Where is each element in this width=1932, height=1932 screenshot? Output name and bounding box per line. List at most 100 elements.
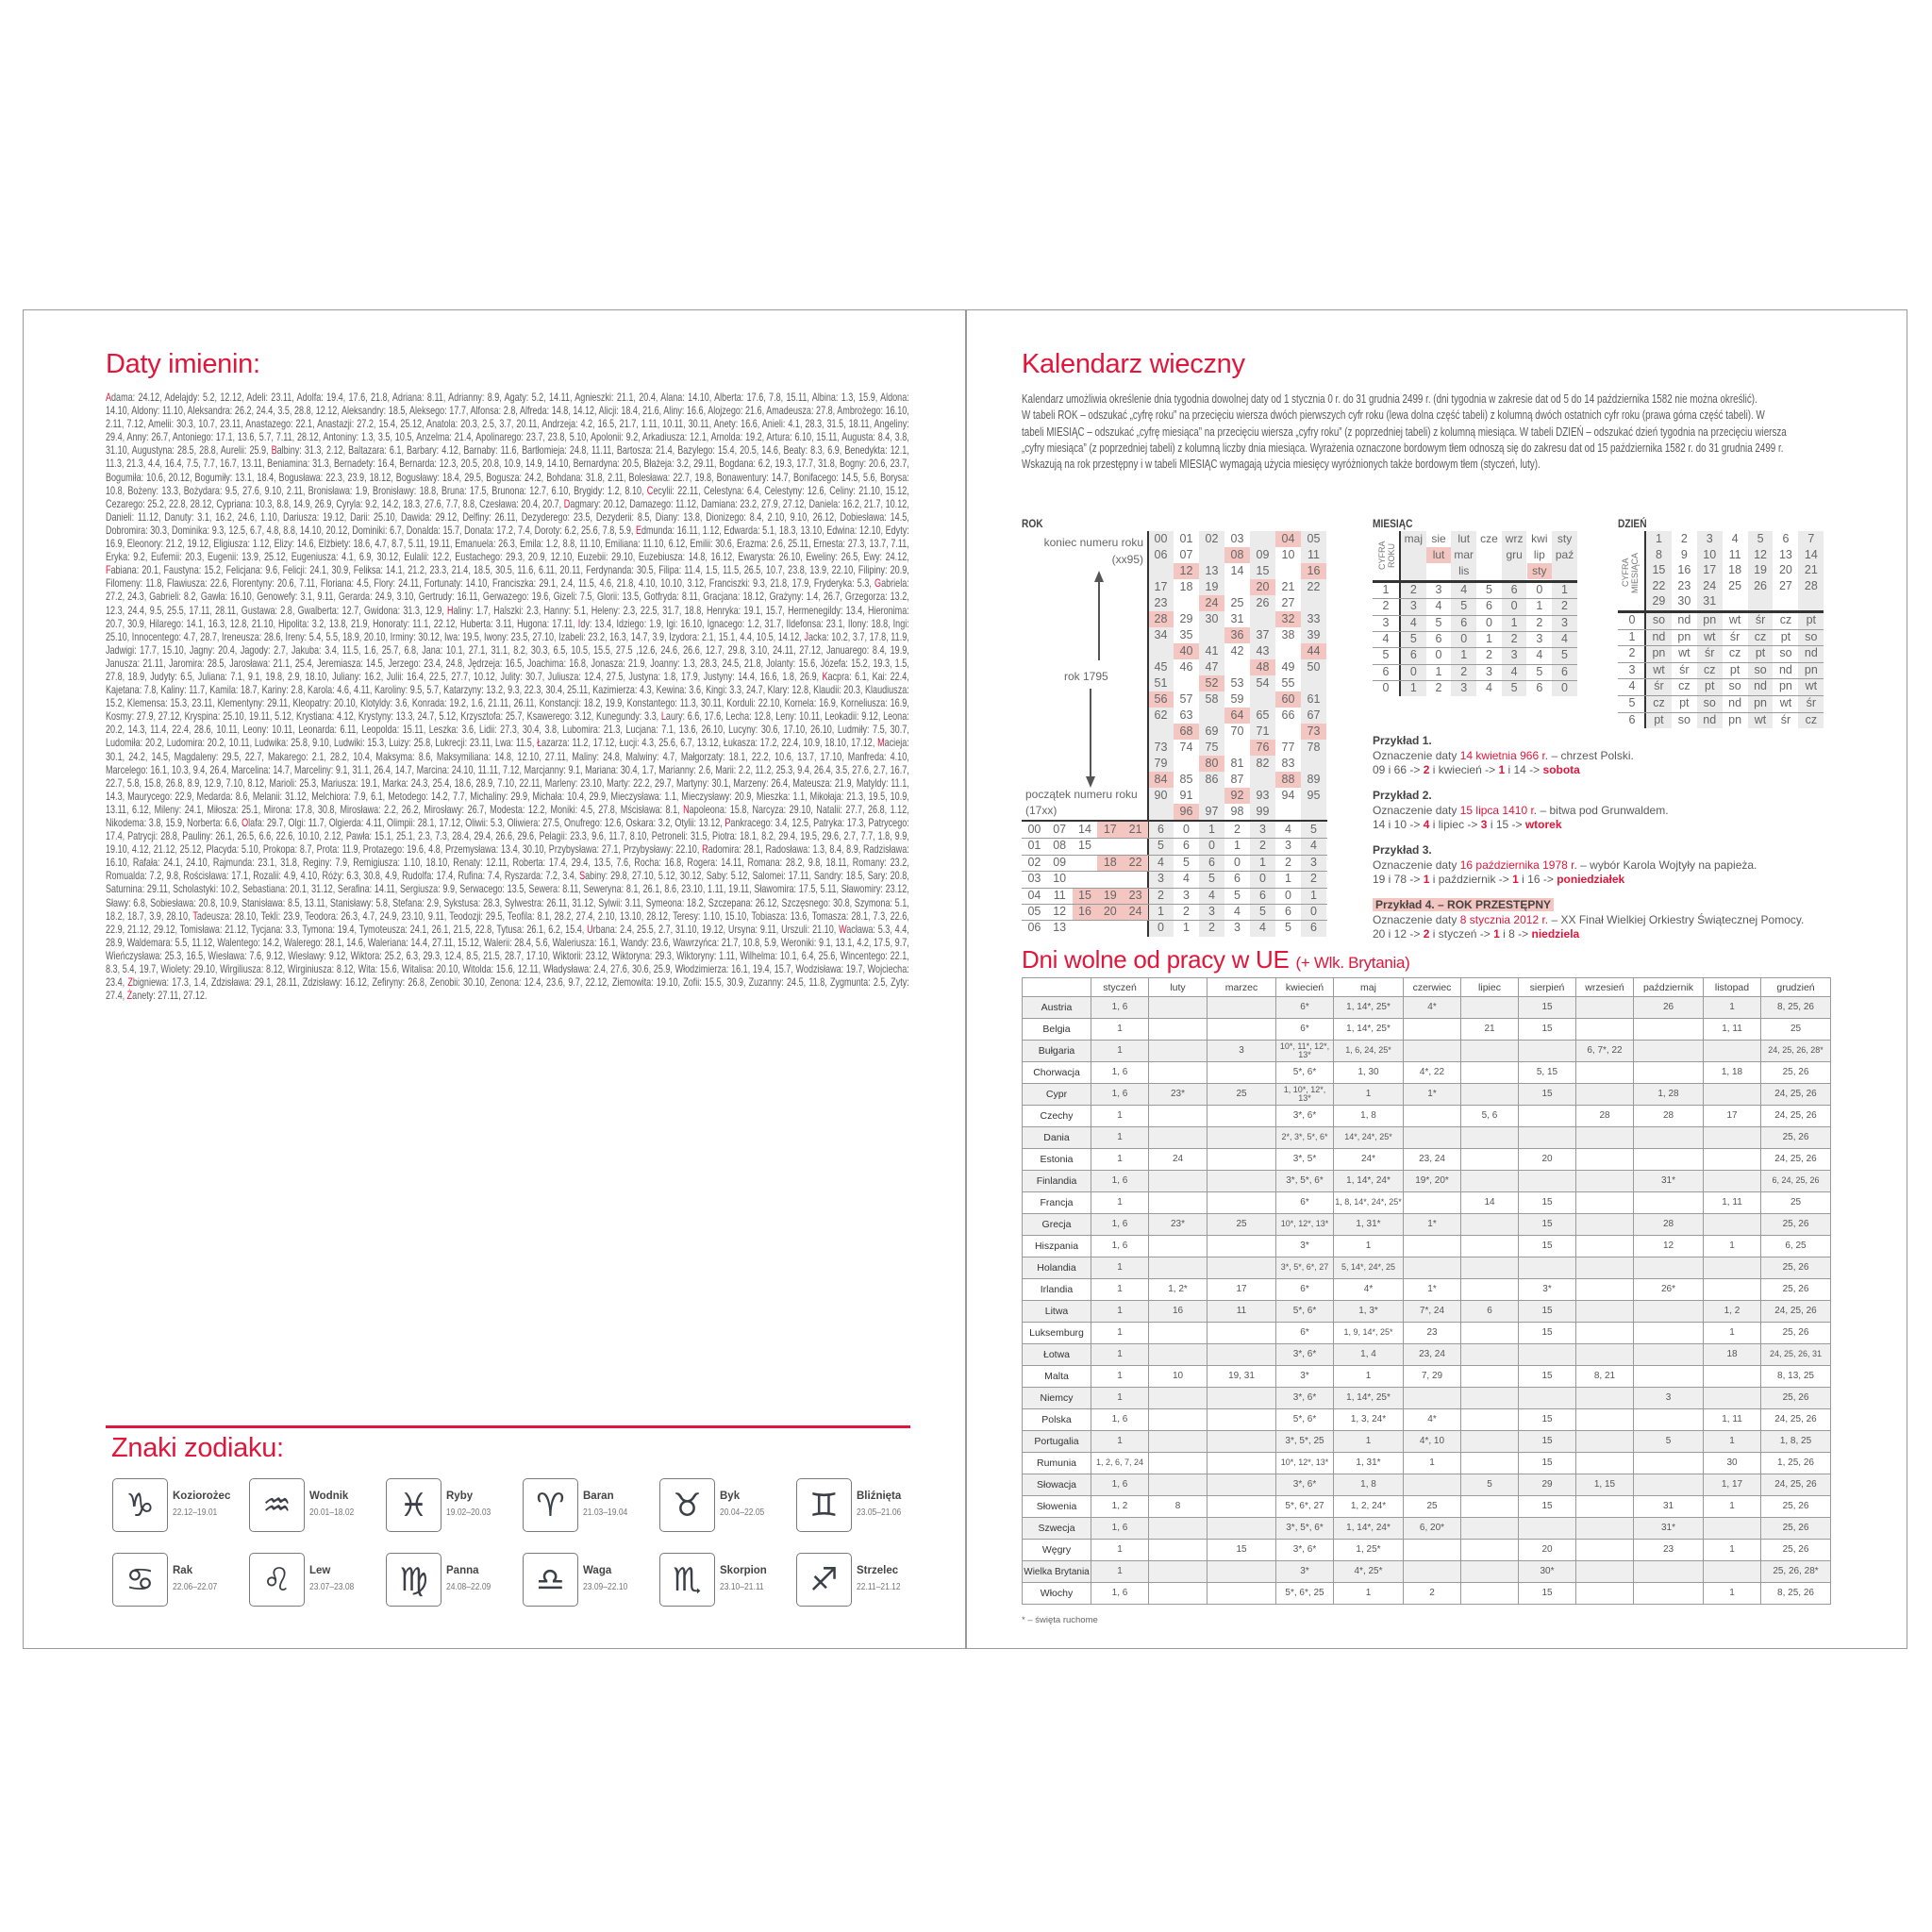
year-digit-cell: 4 <box>1285 823 1291 836</box>
holiday-dates: 1, 6, 24, 25* <box>1333 1040 1404 1062</box>
holiday-dates <box>1403 1018 1461 1041</box>
holiday-dates <box>1575 1170 1634 1192</box>
holiday-dates <box>1148 1408 1208 1431</box>
holiday-dates <box>1518 1170 1576 1192</box>
holiday-dates: 4* <box>1403 1408 1461 1431</box>
weekday-cell: so <box>1728 679 1741 693</box>
holiday-dates: 1, 11 <box>1703 1018 1761 1041</box>
country-name: Cypr <box>1022 1083 1091 1106</box>
country-name: Łotwa <box>1022 1343 1091 1366</box>
virgo-icon: ♍ <box>386 1553 441 1607</box>
holiday-dates: 1, 6 <box>1091 1061 1149 1084</box>
example-calculation: 14 i 10 -> 4 i lipiec -> 3 i 15 -> wtore… <box>1373 818 1825 833</box>
year-start-cell: 12 <box>1053 905 1067 918</box>
month-digit-cell: 6 <box>1409 648 1417 662</box>
year-digit-cell: 2 <box>1310 872 1317 886</box>
year-digit-cell: 0 <box>1158 921 1164 935</box>
holiday-dates: 26* <box>1633 1278 1704 1301</box>
row-rule <box>1618 695 1824 696</box>
month-digit-cell: 2 <box>1536 615 1543 629</box>
eu-holidays-table: styczeń luty marzec kwiecień maj czerwiec lipi… <box>1022 977 1831 1605</box>
holiday-dates <box>1633 1148 1704 1171</box>
row-rule <box>1022 838 1327 840</box>
month-digit-cell: 3 <box>1409 599 1417 613</box>
month-digit-cell: 2 <box>1561 599 1568 613</box>
year-end-cell <box>1199 627 1224 643</box>
holiday-dates: 15 <box>1518 1452 1576 1474</box>
letter-initial: Z <box>127 976 133 990</box>
holiday-dates <box>1575 1560 1634 1583</box>
holiday-dates: 1, 31* <box>1333 1452 1404 1474</box>
row-rule <box>1618 661 1824 663</box>
weekday-cell: wt <box>1779 696 1792 709</box>
holiday-dates: 3* <box>1518 1278 1576 1301</box>
holiday-dates: 30 <box>1703 1452 1761 1474</box>
name-days-group: abiana: 20.1, Faustyna: 15.2, Felicjana:… <box>106 564 909 591</box>
holiday-dates: 3*, 6* <box>1275 1105 1334 1127</box>
example-date: 14 kwietnia 966 r. <box>1459 748 1549 762</box>
column-band <box>1250 531 1275 937</box>
year-digit-cell: 4 <box>1208 888 1215 902</box>
year-end-cell: 56 <box>1148 691 1174 708</box>
year-end-cell: 73 <box>1301 724 1326 740</box>
holiday-dates: 1 <box>1703 996 1761 1019</box>
month-digit-cell: 3 <box>1435 583 1442 596</box>
holiday-dates: 15 <box>1518 1322 1576 1344</box>
month-digit-cell: 5 <box>1485 583 1492 596</box>
holiday-dates: 28 <box>1633 1213 1704 1236</box>
name-days-group: dmunda: 16.11, 1.12, Edwarda: 5.1, 18.3,… <box>106 524 909 564</box>
leo-icon: ♌ <box>249 1553 305 1607</box>
holiday-dates <box>1148 996 1208 1019</box>
holiday-dates: 14*, 24*, 25* <box>1333 1126 1404 1149</box>
letter-initial: T <box>192 909 197 923</box>
example-title-text: Przykład 2. <box>1373 789 1432 802</box>
holiday-dates: 11 <box>1207 1300 1276 1323</box>
year-end-cell <box>1275 643 1301 659</box>
holiday-dates: 1, 2, 6, 7, 24 <box>1091 1452 1149 1474</box>
row-rule <box>1618 645 1824 647</box>
year-start-cell <box>1073 855 1098 871</box>
month-digit: 3 <box>1480 818 1488 831</box>
name-days-group: azarza: 11.2, 17.12, Łucji: 4.3, 25.6, 6… <box>541 737 878 750</box>
year-start-cell: 19 <box>1097 887 1124 904</box>
calc-step: i 8 -> <box>1503 927 1529 941</box>
holiday-dates <box>1207 1408 1276 1431</box>
country-name: Malta <box>1022 1365 1091 1388</box>
zodiac-name: Strzelec <box>857 1565 899 1576</box>
example-lead: Oznaczenie daty <box>1373 803 1457 817</box>
year-table-note: koniec numeru roku <box>1043 536 1143 549</box>
month-digit-cell: 2 <box>1628 646 1636 660</box>
holiday-dates: 1 <box>1333 1365 1404 1388</box>
zodiac-dates: 24.08–22.09 <box>446 1582 491 1592</box>
example-event: – XX Finał Wielkiej Orkiestry Świąteczne… <box>1551 912 1805 926</box>
holiday-dates: 3*, 6* <box>1275 1539 1334 1561</box>
row-rule <box>1022 887 1327 889</box>
holiday-dates: 1, 28 <box>1633 1083 1704 1106</box>
holiday-dates: 1, 25* <box>1333 1539 1404 1561</box>
holiday-dates <box>1148 1235 1208 1257</box>
day-number-cell: 12 <box>1754 547 1767 561</box>
example-calculation: 19 i 78 -> 1 i październik -> 1 i 16 -> … <box>1373 873 1825 888</box>
letter-initial: H <box>447 604 454 617</box>
month-digit-cell: 1 <box>1510 615 1518 629</box>
holiday-dates: 5, 15 <box>1518 1061 1576 1084</box>
zodiac-dates: 22.06–22.07 <box>173 1582 218 1592</box>
holiday-dates <box>1148 1452 1208 1474</box>
holiday-dates: 25, 26 <box>1760 1213 1831 1236</box>
year-end-cell: 52 <box>1199 675 1224 691</box>
holiday-dates: 5*, 6*, 27 <box>1275 1495 1334 1518</box>
eu-holidays-subtitle: (+ Wlk. Brytania) <box>1295 954 1410 972</box>
year-end-cell <box>1250 611 1275 627</box>
year-digit-cell: 4 <box>1310 839 1317 853</box>
year-digit-cell: 1 <box>1382 583 1390 596</box>
year-end-cell: 85 <box>1179 773 1193 786</box>
month-header-cell: mar <box>1454 548 1474 561</box>
holiday-dates <box>1403 1235 1461 1257</box>
table-row: Francja 1 6* 1, 8, 14*, 24*, 25* 14 15 1, 11 25 <box>1022 1191 1831 1214</box>
year-digit-cell: 3 <box>1158 872 1164 886</box>
year-end-cell: 80 <box>1199 756 1224 772</box>
column-band <box>1552 531 1577 697</box>
holiday-dates <box>1575 1495 1634 1518</box>
year-end-cell: 30 <box>1205 612 1219 625</box>
example-title: Przykład 3. <box>1373 843 1825 858</box>
